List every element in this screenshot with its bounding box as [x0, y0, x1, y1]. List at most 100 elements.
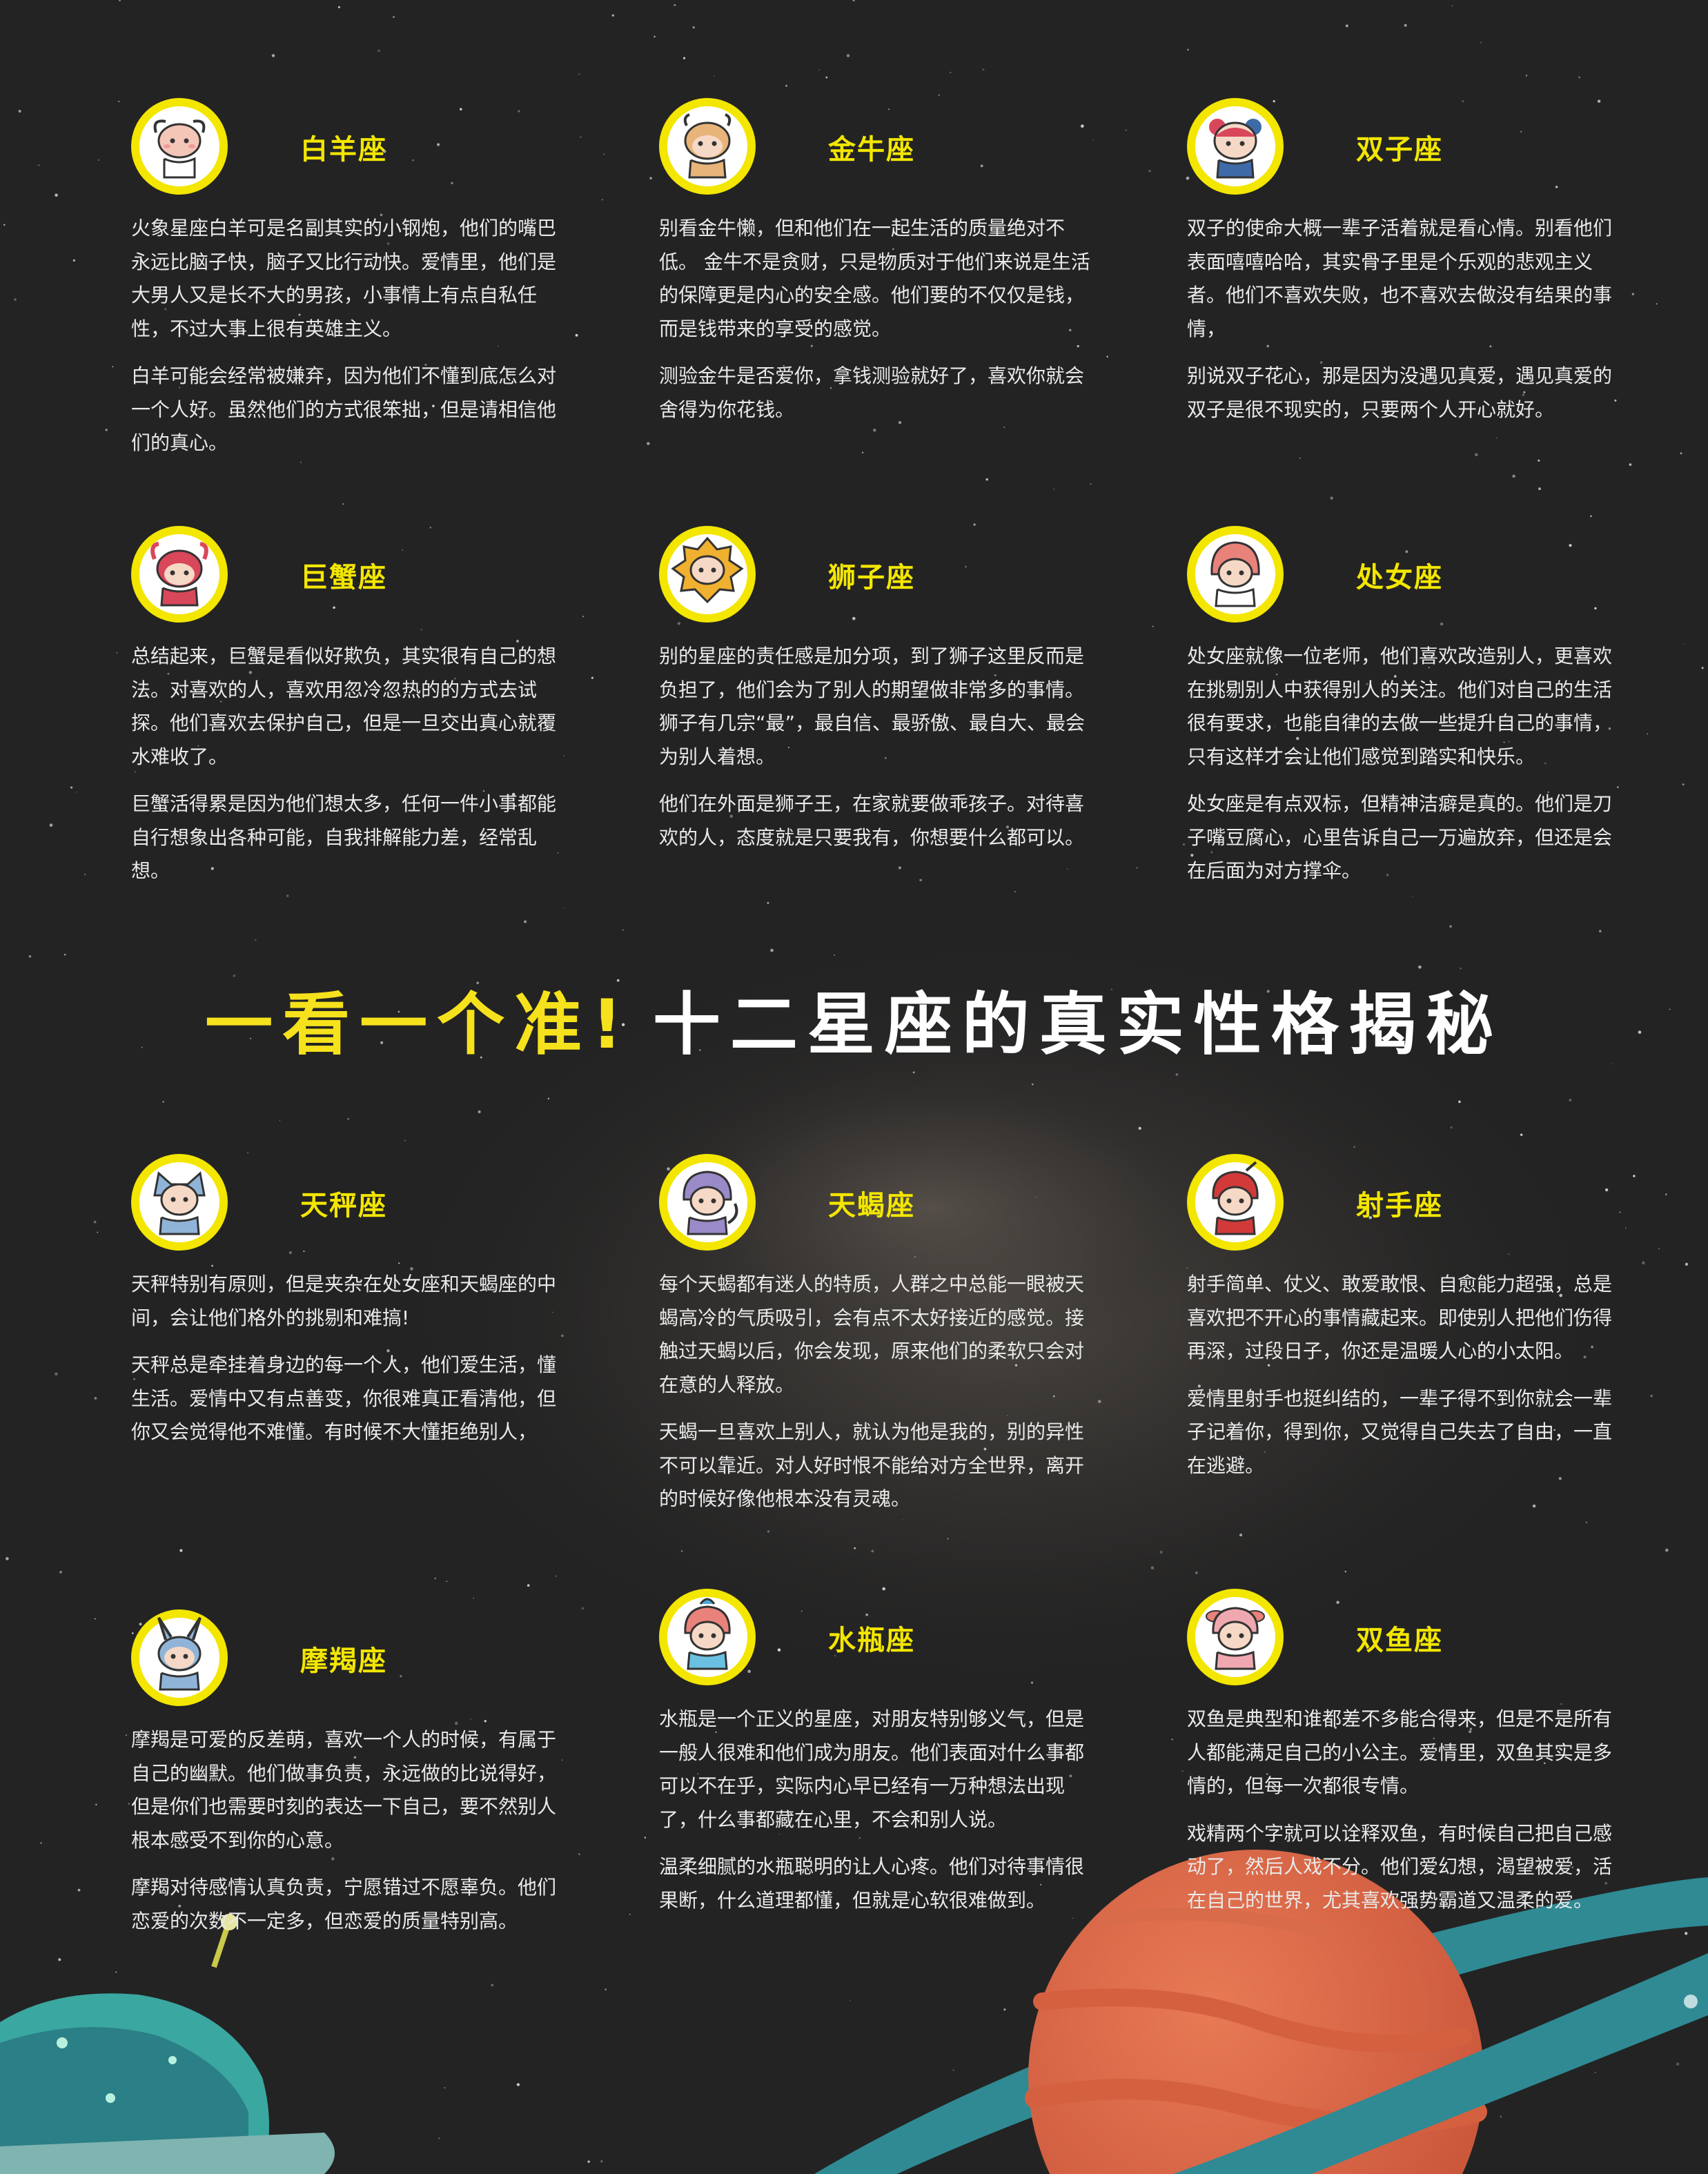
star	[667, 1167, 670, 1171]
star	[952, 2069, 954, 2071]
star	[236, 321, 239, 324]
star	[1590, 515, 1592, 518]
star	[1239, 1534, 1243, 1537]
star	[1585, 1521, 1588, 1524]
star	[40, 1842, 42, 1844]
star	[1591, 1345, 1594, 1349]
star	[95, 1803, 97, 1806]
star	[189, 373, 193, 377]
star	[516, 639, 520, 643]
star	[1682, 783, 1685, 785]
star	[729, 814, 734, 818]
star	[1489, 345, 1492, 348]
star	[1680, 452, 1682, 455]
star	[1451, 5, 1453, 7]
star	[436, 143, 440, 146]
star	[271, 54, 275, 57]
star	[303, 1251, 305, 1252]
star	[1171, 1739, 1173, 1741]
star	[1544, 1762, 1546, 1764]
star	[167, 672, 170, 675]
star	[480, 1056, 482, 1059]
star	[983, 1447, 987, 1451]
star	[1665, 1548, 1669, 1552]
star	[892, 248, 894, 251]
star	[1495, 438, 1498, 439]
star	[1322, 1037, 1325, 1041]
star	[3, 224, 6, 226]
star	[783, 364, 785, 367]
star	[1440, 622, 1444, 626]
star	[451, 182, 453, 184]
star	[76, 791, 78, 793]
star	[950, 71, 952, 74]
cancer-avatar-icon	[131, 526, 228, 623]
star	[1215, 1324, 1217, 1326]
sign-name: 射手座	[1356, 1190, 1443, 1222]
star	[397, 1010, 400, 1013]
star	[527, 1584, 530, 1587]
star	[1080, 124, 1084, 128]
star	[438, 2137, 440, 2139]
sign-name: 双子座	[1356, 134, 1443, 166]
leo-avatar-icon	[659, 526, 756, 623]
star	[1597, 99, 1601, 103]
star	[622, 929, 625, 931]
star	[404, 1139, 406, 1142]
star	[888, 108, 890, 110]
star	[580, 136, 582, 138]
sign-name: 双鱼座	[1356, 1625, 1443, 1656]
star	[49, 823, 53, 827]
star	[249, 1037, 252, 1039]
star	[1656, 303, 1658, 305]
star	[1522, 393, 1524, 396]
paragraph: 天蝎一旦喜欢上别人，就认为他是我的，别的异性不可以靠近。对人好时恨不能给对方全世…	[659, 1420, 1085, 1510]
star	[38, 164, 40, 166]
paragraph: 白羊可能会经常被嫌弃，因为他们不懂到底怎么对一个人好。虽然他们的方式很笨拙，但是…	[131, 364, 557, 454]
paragraph: 戏精两个字就可以诠释双鱼，有时候自己把自己感动了，然后人戏不分。他们爱幻想，渴望…	[1187, 1821, 1613, 1912]
star	[882, 1587, 886, 1591]
star	[1195, 1571, 1198, 1575]
star	[436, 1282, 439, 1284]
star	[947, 1538, 949, 1540]
gemini-avatar-icon	[1187, 98, 1284, 195]
star	[647, 442, 650, 445]
star	[902, 1518, 903, 1520]
star	[1669, 1008, 1671, 1010]
star	[97, 159, 100, 161]
star	[524, 920, 527, 923]
star	[115, 1971, 117, 1973]
star	[1159, 1550, 1163, 1554]
star	[1469, 1727, 1473, 1730]
star	[555, 1575, 557, 1577]
paragraph: 爱情里射手也挺纠结的，一辈子得不到你就会一辈子记着你，得到你，又觉得自己失去了自…	[1187, 1387, 1613, 1477]
star	[1604, 1188, 1609, 1192]
star	[434, 1577, 437, 1580]
star	[1638, 1030, 1642, 1034]
sign-name: 金牛座	[828, 134, 915, 166]
star	[575, 333, 578, 337]
star	[1296, 736, 1299, 741]
star	[94, 1618, 96, 1620]
star	[516, 2083, 520, 2086]
star	[1077, 345, 1079, 348]
star	[980, 164, 983, 168]
star	[785, 85, 787, 87]
star	[164, 308, 167, 311]
paragraph: 火象星座白羊可是名副其实的小钢炮，他们的嘴巴永远比脑子快，脑子又比行动快。爱情里…	[131, 217, 557, 340]
star	[1619, 1211, 1621, 1213]
star	[1152, 625, 1154, 627]
star	[912, 1071, 915, 1074]
star	[58, 1958, 61, 1961]
star	[459, 108, 462, 111]
star	[852, 0, 855, 1]
star	[871, 1549, 874, 1553]
star	[432, 404, 435, 408]
star	[1614, 399, 1617, 402]
paragraph: 每个天蝎都有迷人的特质，人群之中总能一眼被天蝎高冷的气质吸引，会有点不太好接近的…	[659, 1273, 1085, 1396]
star	[1386, 873, 1389, 877]
star	[561, 1759, 563, 1761]
star	[591, 676, 593, 679]
star	[862, 451, 864, 453]
sign-name: 天秤座	[300, 1190, 387, 1222]
